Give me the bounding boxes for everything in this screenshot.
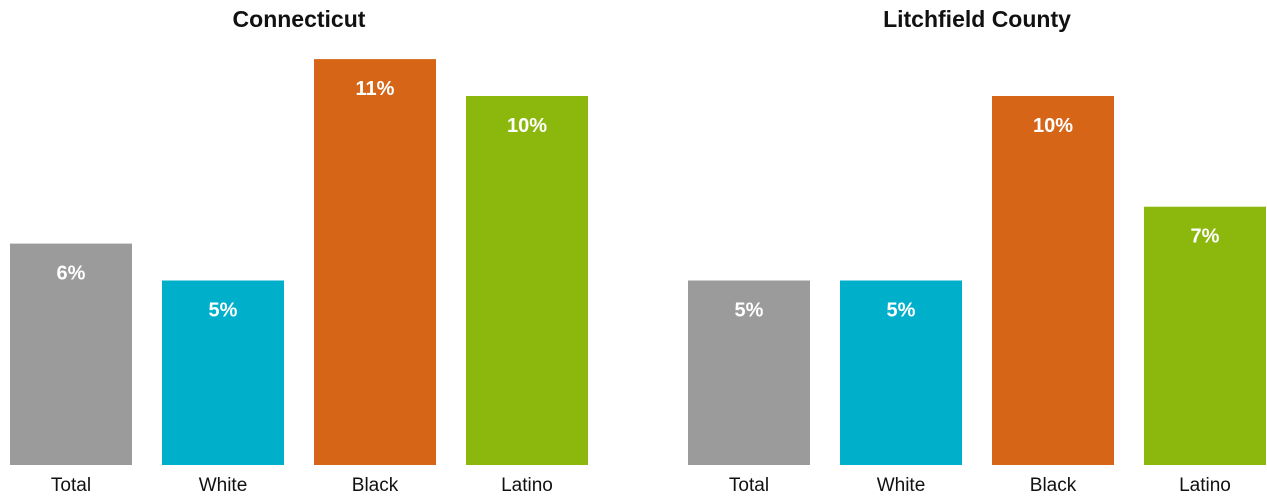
- tick-label-black: Black: [1030, 475, 1077, 496]
- bar-total: [688, 280, 810, 465]
- bar-black: [314, 59, 436, 465]
- bar-total: [10, 243, 132, 465]
- data-label-black: 11%: [356, 78, 395, 100]
- bar-latino: [1144, 206, 1266, 465]
- data-label-latino: 10%: [507, 115, 547, 137]
- bar-black: [992, 96, 1114, 465]
- bar-white: [162, 280, 284, 465]
- data-label-white: 5%: [887, 300, 916, 322]
- bar-white: [840, 280, 962, 465]
- tick-label-total: Total: [729, 475, 769, 496]
- tick-label-latino: Latino: [1179, 475, 1231, 496]
- data-label-total: 5%: [735, 300, 764, 322]
- panel-connecticut: Connecticut 6% Total 5% White 11% Black 10% Lat…: [10, 6, 588, 496]
- tick-label-total: Total: [51, 475, 91, 496]
- tick-label-black: Black: [352, 475, 399, 496]
- data-label-total: 6%: [57, 263, 86, 285]
- bar-latino: [466, 96, 588, 465]
- tick-label-white: White: [199, 475, 248, 496]
- data-label-black: 10%: [1033, 115, 1073, 137]
- tick-label-white: White: [877, 475, 926, 496]
- panel-litchfield-county: Litchfield County 5% Total 5% White 10% Black…: [688, 6, 1266, 496]
- tick-label-latino: Latino: [501, 475, 553, 496]
- data-label-white: 5%: [209, 300, 238, 322]
- data-label-latino: 7%: [1191, 226, 1220, 248]
- chart-title: Connecticut: [233, 6, 366, 32]
- chart-title: Litchfield County: [883, 6, 1071, 32]
